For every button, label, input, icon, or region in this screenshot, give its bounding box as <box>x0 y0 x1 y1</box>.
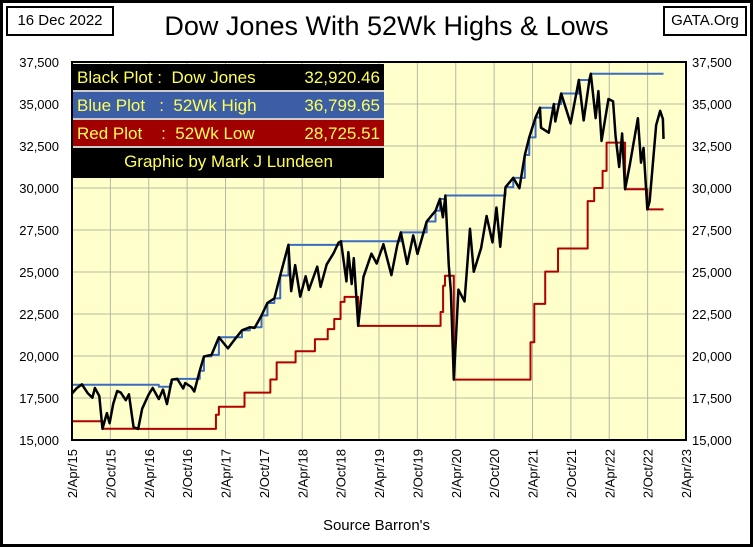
y-tick-label-left: 35,000 <box>19 97 59 112</box>
y-tick-label-left: 25,000 <box>19 265 59 280</box>
x-tick-label: 2/Oct/19 <box>410 449 425 498</box>
x-tick-label: 2/Oct/15 <box>103 449 118 498</box>
x-tick-label: 2/Oct/22 <box>641 449 656 498</box>
legend-value: 32,920.46 <box>304 68 380 87</box>
y-tick-label-left: 22,500 <box>19 307 59 322</box>
y-tick-label-right: 27,500 <box>692 223 732 238</box>
x-tick-label: 2/Apr/21 <box>526 449 541 498</box>
x-tick-label: 2/Oct/17 <box>257 449 272 498</box>
y-tick-label-left: 15,000 <box>19 433 59 448</box>
y-tick-label-right: 37,500 <box>692 55 732 70</box>
y-tick-label-right: 25,000 <box>692 265 732 280</box>
legend-credit: Graphic by Mark J Lundeen <box>124 152 333 171</box>
x-tick-label: 2/Apr/15 <box>65 449 80 498</box>
series-line-52wk-high <box>72 72 664 388</box>
y-tick-label-right: 22,500 <box>692 307 732 322</box>
chart-title: Dow Jones With 52Wk Highs & Lows <box>164 11 609 41</box>
x-tick-label: 2/Oct/16 <box>180 449 195 498</box>
y-tick-label-left: 32,500 <box>19 139 59 154</box>
x-tick-label: 2/Apr/20 <box>449 449 464 498</box>
legend-value: 36,799.65 <box>304 96 380 115</box>
y-tick-label-left: 30,000 <box>19 181 59 196</box>
y-tick-label-left: 20,000 <box>19 349 59 364</box>
x-tick-label: 2/Oct/18 <box>334 449 349 498</box>
series-line-52wk-low <box>72 141 664 430</box>
x-tick-label: 2/Apr/18 <box>295 449 310 498</box>
date-label: 16 Dec 2022 <box>6 6 114 36</box>
legend-row-dow: Black Plot : Dow Jones 32,920.46 <box>73 64 384 92</box>
y-tick-label-left: 27,500 <box>19 223 59 238</box>
site-label: GATA.Org <box>663 6 747 36</box>
plot-border <box>71 61 687 441</box>
y-tick-label-right: 30,000 <box>692 181 732 196</box>
legend-value: 28,725.51 <box>304 124 380 143</box>
y-tick-label-right: 32,500 <box>692 139 732 154</box>
legend-label: Black Plot : Dow Jones <box>77 68 256 87</box>
x-tick-label: 2/Apr/16 <box>142 449 157 498</box>
x-axis-label: Source Barron's <box>322 517 431 534</box>
x-tick-label: 2/Oct/21 <box>564 449 579 498</box>
legend-label: Red Plot : 52Wk Low <box>77 124 255 143</box>
y-tick-label-left: 17,500 <box>19 391 59 406</box>
x-tick-label: 2/Apr/22 <box>602 449 617 498</box>
y-tick-label-right: 17,500 <box>692 391 732 406</box>
legend: Black Plot : Dow Jones 32,920.46 Blue Pl… <box>73 64 384 178</box>
x-tick-label: 2/Apr/23 <box>679 449 694 498</box>
series-line-dow-jones <box>71 72 665 431</box>
x-tick-label: 2/Apr/19 <box>372 449 387 498</box>
y-tick-label-left: 37,500 <box>19 55 59 70</box>
legend-row-high: Blue Plot : 52Wk High 36,799.65 <box>73 92 384 120</box>
x-tick-label: 2/Apr/17 <box>219 449 234 498</box>
x-tick-label: 2/Oct/20 <box>487 449 502 498</box>
y-tick-label-right: 20,000 <box>692 349 732 364</box>
legend-row-low: Red Plot : 52Wk Low 28,725.51 <box>73 120 384 148</box>
legend-label: Blue Plot : 52Wk High <box>77 96 257 115</box>
y-tick-label-right: 35,000 <box>692 97 732 112</box>
y-tick-label-right: 15,000 <box>692 433 732 448</box>
